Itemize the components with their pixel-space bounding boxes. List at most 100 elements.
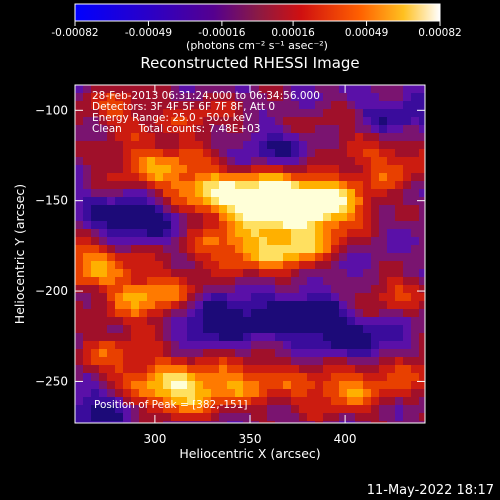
heatmap-cell — [179, 325, 188, 334]
heatmap-cell — [403, 277, 412, 286]
heatmap-cell — [395, 381, 404, 390]
heatmap-cell — [299, 133, 308, 142]
heatmap-cell — [307, 405, 316, 414]
heatmap-cell — [99, 165, 108, 174]
heatmap-cell — [147, 405, 156, 414]
heatmap-cell — [299, 141, 308, 150]
heatmap-cell — [411, 229, 420, 238]
heatmap-cell — [147, 101, 156, 110]
heatmap-cell — [107, 349, 116, 358]
heatmap-cell — [83, 325, 92, 334]
heatmap-cell — [387, 245, 396, 254]
heatmap-cell — [243, 133, 252, 142]
heatmap-cell — [347, 229, 356, 238]
heatmap-cell — [123, 221, 132, 230]
heatmap-cell — [251, 109, 260, 118]
heatmap-cell — [251, 245, 260, 254]
heatmap-cell — [219, 141, 228, 150]
heatmap-cell — [315, 381, 324, 390]
heatmap-cell — [315, 253, 324, 262]
heatmap-cell — [115, 253, 124, 262]
heatmap-cell — [315, 397, 324, 406]
heatmap-cell — [355, 221, 364, 230]
heatmap-cell — [147, 229, 156, 238]
heatmap-cell — [123, 357, 132, 366]
heatmap-cell — [395, 93, 404, 102]
heatmap-cell — [75, 101, 84, 110]
heatmap-cell — [379, 277, 388, 286]
heatmap-cell — [339, 301, 348, 310]
heatmap-cell — [187, 157, 196, 166]
heatmap-cell — [227, 333, 236, 342]
heatmap-cell — [355, 421, 364, 423]
heatmap-cell — [91, 309, 100, 318]
heatmap-cell — [139, 277, 148, 286]
heatmap-cell — [371, 381, 380, 390]
heatmap-cell — [267, 189, 276, 198]
heatmap-cell — [179, 277, 188, 286]
heatmap-cell — [203, 141, 212, 150]
heatmap-cell — [355, 325, 364, 334]
heatmap-cell — [203, 309, 212, 318]
heatmap-cell — [187, 405, 196, 414]
heatmap-cell — [203, 189, 212, 198]
heatmap-cell — [379, 237, 388, 246]
heatmap-cell — [363, 205, 372, 214]
heatmap-cell — [211, 93, 220, 102]
heatmap-cell — [155, 261, 164, 270]
heatmap-cell — [323, 381, 332, 390]
heatmap-cell — [403, 157, 412, 166]
heatmap-cell — [347, 269, 356, 278]
heatmap-cell — [339, 237, 348, 246]
heatmap-cell — [83, 421, 92, 423]
heatmap-cell — [99, 229, 108, 238]
heatmap-cell — [139, 237, 148, 246]
colorbar-tick-label: -0.00016 — [198, 27, 246, 39]
heatmap-cell — [75, 253, 84, 262]
heatmap-cell — [203, 85, 212, 94]
heatmap-cell — [251, 301, 260, 310]
heatmap-cell — [251, 293, 260, 302]
heatmap-cell — [363, 269, 372, 278]
heatmap-cell — [411, 189, 420, 198]
heatmap-cell — [259, 149, 268, 158]
heatmap-cell — [195, 341, 204, 350]
heatmap-cell — [187, 381, 196, 390]
heatmap-cell — [387, 213, 396, 222]
heatmap-cell — [371, 149, 380, 158]
heatmap-cell — [387, 197, 396, 206]
heatmap-cell — [123, 317, 132, 326]
heatmap-cell — [315, 341, 324, 350]
chart-title: Reconstructed RHESSI Image — [140, 54, 359, 72]
heatmap-cell — [411, 293, 420, 302]
heatmap-cell — [123, 285, 132, 294]
heatmap-cell — [123, 261, 132, 270]
heatmap-cell — [283, 221, 292, 230]
heatmap-cell — [155, 189, 164, 198]
heatmap-cell — [243, 269, 252, 278]
x-axis-label: Heliocentric X (arcsec) — [179, 446, 320, 461]
heatmap-cell — [315, 261, 324, 270]
heatmap-cell — [267, 197, 276, 206]
heatmap-cell — [179, 181, 188, 190]
heatmap-cell — [331, 405, 340, 414]
heatmap-cell — [315, 237, 324, 246]
heatmap-cell — [243, 349, 252, 358]
heatmap-cell — [347, 397, 356, 406]
heatmap-cell — [195, 165, 204, 174]
heatmap-cell — [315, 125, 324, 134]
heatmap-cell — [91, 101, 100, 110]
heatmap-cell — [267, 373, 276, 382]
heatmap-cell — [363, 405, 372, 414]
heatmap-cell — [259, 389, 268, 398]
heatmap-cell — [395, 333, 404, 342]
heatmap-cell — [371, 293, 380, 302]
heatmap-cell — [355, 245, 364, 254]
heatmap-cell — [275, 413, 284, 422]
heatmap-cell — [363, 277, 372, 286]
heatmap-cell — [347, 125, 356, 134]
heatmap-cell — [107, 213, 116, 222]
heatmap-cell — [387, 93, 396, 102]
heatmap-cell — [259, 349, 268, 358]
heatmap-cell — [283, 389, 292, 398]
